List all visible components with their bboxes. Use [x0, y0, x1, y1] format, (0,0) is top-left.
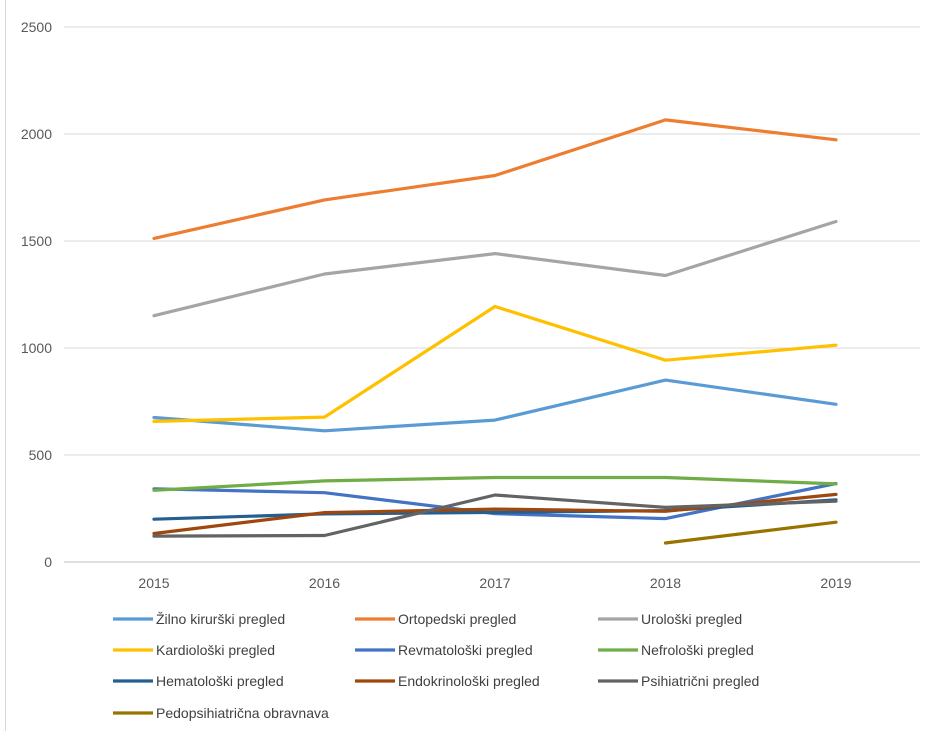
legend-label: Urološki pregled — [641, 611, 742, 627]
chart-border — [5, 0, 6, 731]
legend-item: Psihiatrični pregled — [598, 673, 759, 689]
legend-label: Ortopedski pregled — [398, 611, 516, 627]
legend-item: Revmatološki pregled — [355, 642, 533, 658]
legend-label: Kardiološki pregled — [156, 642, 275, 658]
x-tick-label: 2018 — [650, 575, 681, 591]
legend: Žilno kirurški pregled Ortopedski pregled… — [113, 611, 759, 721]
gridlines — [64, 26, 920, 563]
series-line-2 — [152, 118, 838, 240]
legend-item: Endokrinološki pregled — [355, 673, 540, 689]
legend-label: Revmatološki pregled — [398, 642, 533, 658]
y-tick-label: 0 — [44, 554, 52, 570]
series-line-9 — [152, 493, 838, 538]
y-tick-label: 2500 — [21, 19, 52, 35]
x-tick-label: 2017 — [479, 575, 510, 591]
x-tick-label: 2019 — [820, 575, 851, 591]
series-line-3 — [152, 219, 838, 318]
series-line-6 — [152, 475, 838, 492]
x-axis-ticks: 2015 2016 2017 2018 2019 — [138, 575, 851, 591]
legend-label: Hematološki pregled — [156, 673, 284, 689]
y-tick-label: 1000 — [21, 340, 52, 356]
series-lines — [152, 118, 838, 545]
legend-item: Ortopedski pregled — [355, 611, 516, 627]
x-tick-label: 2016 — [309, 575, 340, 591]
legend-item: Hematološki pregled — [113, 673, 284, 689]
legend-item: Urološki pregled — [598, 611, 742, 627]
legend-label: Endokrinološki pregled — [398, 673, 540, 689]
y-tick-label: 1500 — [21, 233, 52, 249]
legend-item: Kardiološki pregled — [113, 642, 275, 658]
series-line-1 — [152, 378, 838, 433]
series-line-4 — [152, 304, 838, 423]
legend-label: Psihiatrični pregled — [641, 673, 759, 689]
legend-item: Pedopsihiatrična obravnava — [113, 705, 329, 721]
legend-item: Žilno kirurški pregled — [113, 611, 285, 627]
y-tick-label: 2000 — [21, 126, 52, 142]
x-tick-label: 2015 — [138, 575, 169, 591]
legend-label: Žilno kirurški pregled — [156, 611, 285, 627]
y-tick-label: 500 — [29, 447, 53, 463]
series-line-10 — [663, 520, 838, 545]
legend-item: Nefrološki pregled — [598, 642, 754, 658]
legend-label: Nefrološki pregled — [641, 642, 754, 658]
legend-label: Pedopsihiatrična obravnava — [156, 705, 329, 721]
y-axis-ticks: 0 500 1000 1500 2000 2500 — [21, 19, 52, 570]
